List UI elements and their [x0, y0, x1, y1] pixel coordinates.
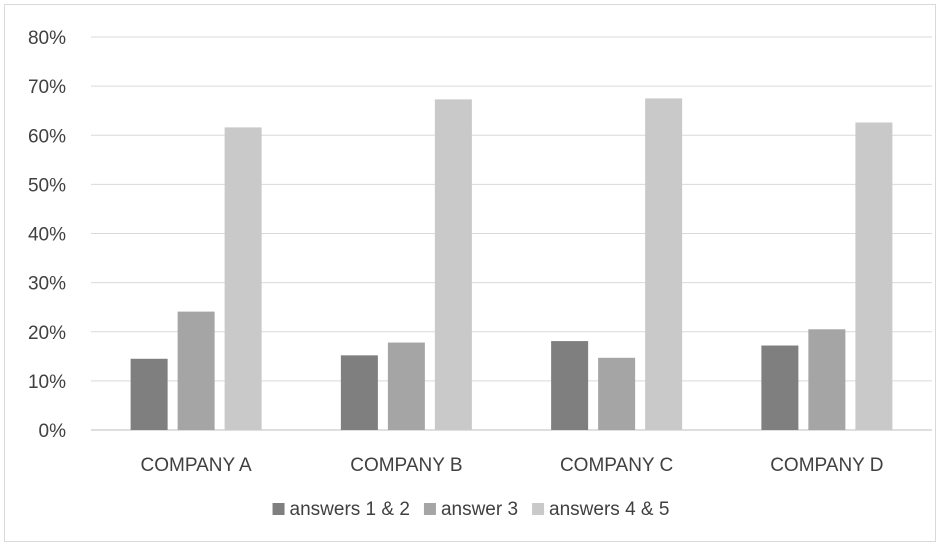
- bar: [224, 127, 262, 430]
- bar: [551, 341, 589, 430]
- y-tick-label: 70%: [28, 77, 66, 98]
- legend-label: answer 3: [441, 499, 518, 520]
- bar: [855, 122, 893, 430]
- bar: [130, 358, 168, 430]
- y-tick-label: 30%: [28, 274, 66, 295]
- y-tick-label: 80%: [28, 28, 66, 49]
- legend-label: answers 1 & 2: [290, 499, 410, 520]
- legend-swatch: [423, 503, 436, 515]
- y-tick-label: 50%: [28, 175, 66, 196]
- bar: [598, 357, 636, 430]
- legend-label: answers 4 & 5: [549, 499, 669, 520]
- bar: [340, 355, 378, 430]
- legend-swatch: [272, 503, 285, 515]
- y-tick-label: 60%: [28, 126, 66, 147]
- y-tick-label: 0%: [39, 421, 67, 442]
- x-category-label: COMPANY B: [350, 455, 462, 476]
- bar: [434, 99, 472, 431]
- x-category-label: COMPANY A: [141, 455, 253, 476]
- bar: [177, 311, 215, 430]
- bar: [645, 98, 683, 430]
- x-category-label: COMPANY C: [560, 455, 673, 476]
- legend-swatch: [532, 503, 545, 515]
- bar: [387, 342, 425, 430]
- y-tick-label: 20%: [28, 323, 66, 344]
- y-tick-label: 40%: [28, 225, 66, 246]
- x-category-label: COMPANY D: [770, 455, 883, 476]
- y-tick-label: 10%: [28, 372, 66, 393]
- bar: [808, 329, 846, 430]
- bar: [761, 345, 799, 430]
